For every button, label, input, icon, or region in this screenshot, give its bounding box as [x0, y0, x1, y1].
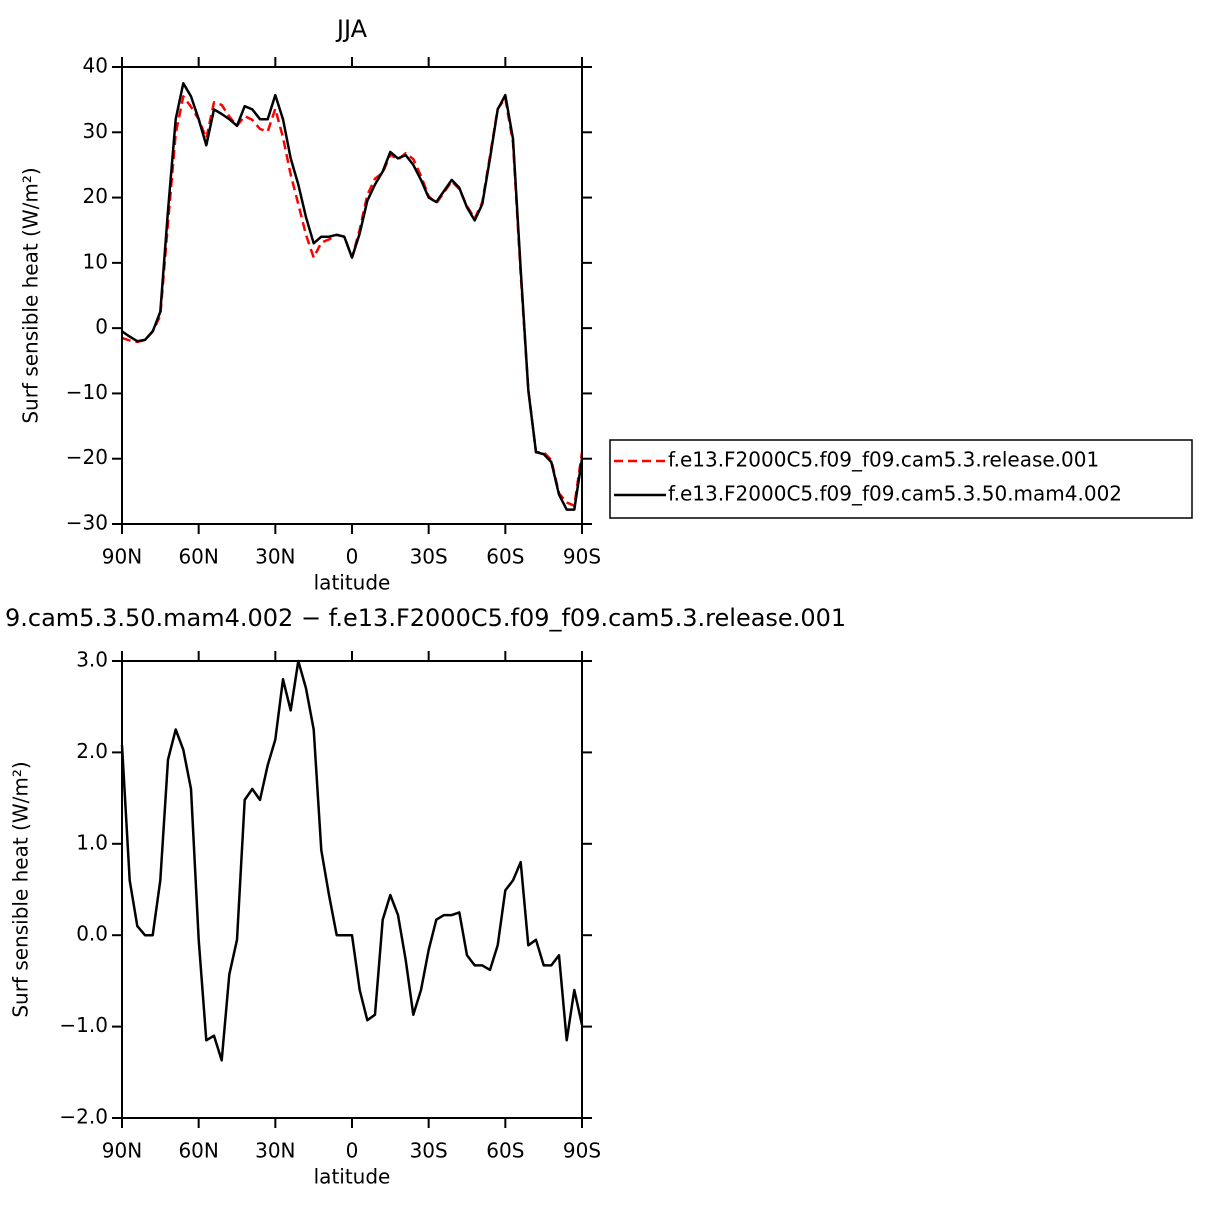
x-tick-label: 90N — [102, 1139, 142, 1163]
x-tick-label: 60S — [486, 1139, 524, 1163]
x-tick-label: 30S — [410, 1139, 448, 1163]
y-axis-label: Surf sensible heat (W/m²) — [9, 761, 33, 1017]
plot-frame — [121, 660, 583, 1119]
x-tick-label: 0 — [346, 1139, 359, 1163]
y-tick-label: 3.0 — [76, 648, 108, 672]
y-tick-label: 20 — [83, 184, 108, 208]
y-tick-label: −10 — [66, 380, 108, 404]
legend-box — [609, 439, 1193, 519]
x-tick-label: 60N — [178, 545, 218, 569]
series-line — [121, 82, 584, 511]
x-tick-label: 90S — [563, 1139, 601, 1163]
y-tick-label: 0.0 — [76, 922, 108, 946]
y-tick-label: 1.0 — [76, 830, 108, 854]
legend-label: f.e13.F2000C5.f09_f09.cam5.3.release.001 — [668, 448, 1099, 472]
x-tick-label: 90N — [102, 545, 142, 569]
x-tick-label: 60N — [178, 1139, 218, 1163]
y-tick-label: −20 — [66, 445, 108, 469]
y-tick-label: −30 — [66, 511, 108, 535]
x-tick-label: 60S — [486, 545, 524, 569]
x-tick-label: 0 — [346, 545, 359, 569]
x-tick-label: 90S — [563, 545, 601, 569]
legend-label: f.e13.F2000C5.f09_f09.cam5.3.50.mam4.002 — [668, 482, 1122, 506]
x-axis-label: latitude — [314, 1165, 391, 1189]
y-tick-label: 2.0 — [76, 739, 108, 763]
series-line — [120, 659, 584, 1062]
y-axis-label: Surf sensible heat (W/m²) — [19, 167, 43, 423]
x-tick-label: 30S — [410, 545, 448, 569]
y-tick-label: 30 — [83, 119, 108, 143]
chart-title: JJA — [335, 15, 368, 43]
y-tick-label: 10 — [83, 249, 108, 273]
y-tick-label: 0 — [95, 315, 108, 339]
y-tick-label: −2.0 — [59, 1105, 108, 1129]
x-tick-label: 30N — [255, 545, 295, 569]
plot-frame — [121, 66, 583, 525]
x-tick-label: 30N — [255, 1139, 295, 1163]
y-tick-label: −1.0 — [59, 1013, 108, 1037]
y-tick-label: 40 — [83, 54, 108, 78]
x-axis-label: latitude — [314, 571, 391, 595]
chart-title: 9.cam5.3.50.mam4.002 − f.e13.F2000C5.f09… — [5, 604, 846, 632]
